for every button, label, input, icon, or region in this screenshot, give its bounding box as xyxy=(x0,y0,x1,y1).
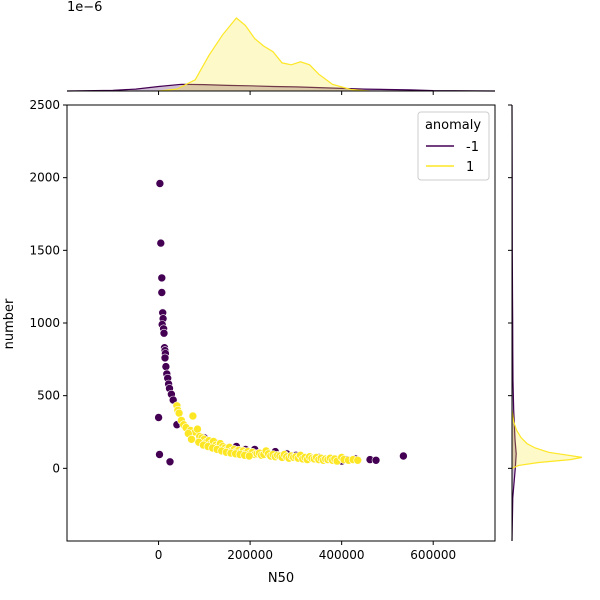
scatter-point-pos1 xyxy=(353,455,363,465)
x-tick-label: 600000 xyxy=(410,548,456,562)
scatter-point-neg1 xyxy=(157,288,167,297)
scatter-point-neg1 xyxy=(155,179,165,188)
scatter-point-neg1 xyxy=(155,450,164,459)
scatter-point-neg1 xyxy=(165,457,175,467)
marginal-x-line-neg1 xyxy=(66,83,496,92)
scatter-point-neg1 xyxy=(154,413,163,422)
legend-label-pos1: 1 xyxy=(466,160,474,175)
scatter-point-neg1 xyxy=(161,362,171,371)
x-tick-label: 200000 xyxy=(227,548,273,562)
y-tick-label: 1500 xyxy=(29,243,60,257)
x-axis-label: N50 xyxy=(268,571,294,586)
marginal-x-scale-label: 1e−6 xyxy=(67,0,102,15)
y-axis-label: number xyxy=(2,298,17,349)
marginal-y-area-neg1 xyxy=(512,105,517,541)
scatter-point-neg1 xyxy=(399,451,408,461)
scatter-points xyxy=(154,179,408,467)
marginal-ticks xyxy=(158,91,512,469)
marginal-y-line-pos1 xyxy=(511,410,583,469)
y-tick-label: 2000 xyxy=(29,171,60,185)
marginal-x-line-pos1 xyxy=(158,17,370,92)
scatter-point-pos1 xyxy=(188,411,198,421)
legend-title: anomaly xyxy=(425,118,481,133)
x-axis-ticks: 0 200000 400000 600000 xyxy=(155,541,456,562)
y-tick-label: 2500 xyxy=(29,98,60,112)
marginal-x-area-pos1 xyxy=(158,18,370,91)
x-tick-label: 400000 xyxy=(319,548,365,562)
marginal-y-area-pos1 xyxy=(512,410,582,469)
y-tick-label: 500 xyxy=(37,389,60,403)
scatter-point-neg1 xyxy=(371,455,381,465)
legend-label-neg1: -1 xyxy=(466,140,479,155)
scatter-point-pos1 xyxy=(174,408,184,418)
scatter-point-pos1 xyxy=(187,434,196,444)
scatter-point-neg1 xyxy=(156,238,166,248)
scatter-point-pos1 xyxy=(193,424,202,434)
y-tick-label: 0 xyxy=(52,461,60,475)
scatter-point-pos1 xyxy=(244,451,254,461)
scatter-point-neg1 xyxy=(159,328,169,338)
marginal-x-density xyxy=(66,17,496,92)
scatter-point-neg1 xyxy=(157,273,167,283)
legend: anomaly -1 1 xyxy=(417,111,490,181)
scatter-point-neg1 xyxy=(160,353,170,363)
y-tick-label: 1000 xyxy=(29,316,60,330)
y-axis-ticks: 0 500 1000 1500 2000 2500 xyxy=(29,98,67,475)
x-tick-label: 0 xyxy=(155,548,163,562)
marginal-y-density xyxy=(511,104,583,542)
